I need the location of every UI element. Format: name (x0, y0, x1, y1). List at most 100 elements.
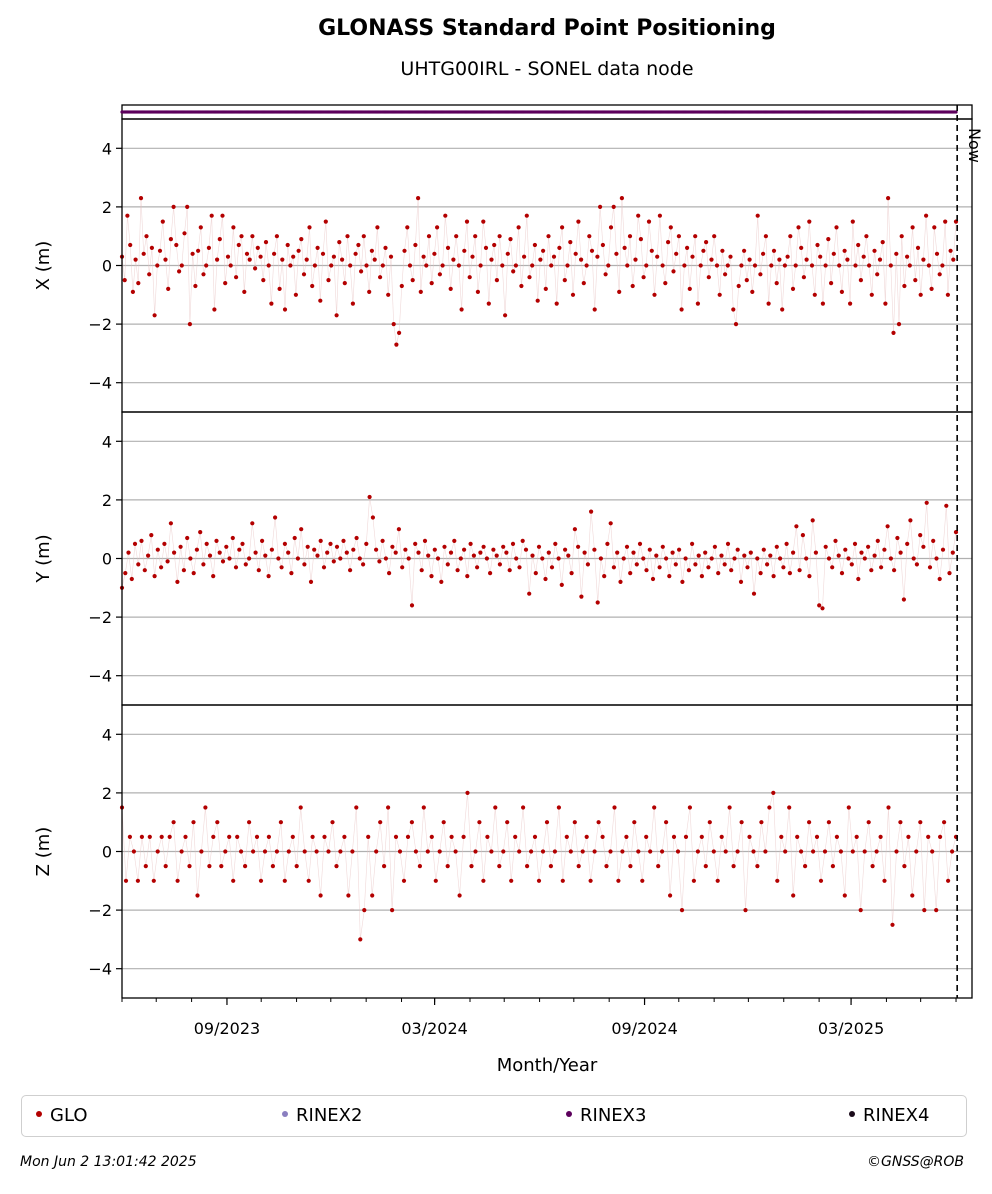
data-point (282, 541, 287, 547)
data-point (253, 550, 258, 555)
data-point (862, 849, 867, 854)
data-point (473, 234, 478, 239)
data-point (931, 538, 936, 544)
data-point (680, 579, 685, 585)
x-tick-label: 03/2024 (401, 1019, 467, 1038)
data-point (620, 849, 625, 854)
data-point (691, 878, 697, 883)
data-point (560, 225, 565, 230)
data-point (191, 571, 196, 576)
data-point (399, 283, 404, 289)
data-point (739, 263, 744, 268)
data-point (240, 541, 245, 547)
data-point (922, 908, 927, 913)
data-point (631, 550, 636, 555)
data-point (846, 805, 851, 810)
data-point (524, 213, 529, 218)
data-point (258, 254, 263, 259)
x-tick-label: 09/2023 (194, 1019, 260, 1038)
data-point (902, 283, 907, 289)
data-point (582, 550, 587, 555)
data-point (804, 556, 809, 561)
data-point (687, 286, 692, 291)
legend-label-rinex2: RINEX2 (296, 1105, 363, 1126)
data-point (759, 820, 764, 825)
data-point (706, 565, 711, 570)
data-point (846, 556, 851, 561)
data-point (235, 834, 240, 840)
data-point (209, 213, 214, 218)
data-point (290, 834, 295, 840)
data-point (509, 878, 514, 883)
data-point (477, 820, 482, 825)
data-point (581, 281, 586, 286)
data-point (203, 805, 208, 810)
data-point (262, 849, 268, 854)
data-point (530, 553, 535, 558)
data-point (457, 893, 462, 898)
y-axis-title: Y (m) (33, 534, 54, 583)
legend-dot-rinex3 (566, 1111, 572, 1117)
panel-frame (121, 704, 973, 999)
data-point (486, 301, 491, 306)
data-point (397, 849, 403, 854)
data-point (344, 550, 349, 555)
data-point (481, 878, 486, 883)
legend-item-rinex3: RINEX3 (566, 1096, 646, 1136)
data-point (348, 263, 353, 268)
data-point (458, 556, 463, 561)
data-point (393, 834, 399, 840)
data-point (315, 553, 320, 558)
data-point (461, 834, 466, 840)
data-point (826, 237, 831, 242)
data-point (338, 556, 343, 561)
data-point (233, 565, 239, 570)
data-point (190, 251, 195, 256)
data-point (326, 849, 331, 854)
data-point (323, 219, 328, 224)
data-point (842, 248, 847, 253)
data-point (207, 553, 213, 558)
data-point (478, 550, 483, 555)
data-point (858, 278, 864, 283)
data-point (146, 553, 151, 558)
data-point (768, 553, 773, 558)
data-point (671, 269, 676, 274)
data-point (416, 550, 421, 555)
data-point (774, 544, 779, 549)
data-point (402, 248, 407, 253)
data-point (570, 292, 576, 297)
data-point (494, 278, 499, 283)
data-point (157, 248, 163, 253)
data-point (735, 849, 740, 854)
data-point (481, 219, 486, 224)
data-point (668, 893, 673, 898)
data-point (272, 251, 277, 256)
data-point (637, 541, 643, 547)
data-point (758, 571, 763, 576)
data-point (136, 281, 141, 286)
data-point (136, 562, 141, 567)
data-point (484, 556, 489, 561)
data-point (334, 313, 339, 318)
data-point (686, 568, 692, 573)
data-point (657, 213, 663, 218)
data-point (215, 257, 220, 262)
data-point (503, 313, 508, 318)
y-tick-label: −2 (88, 315, 112, 334)
data-point (648, 849, 653, 854)
data-point (301, 272, 307, 277)
data-point (160, 219, 165, 224)
data-point (469, 864, 474, 869)
data-point (938, 834, 943, 840)
data-point (293, 292, 298, 297)
data-point (894, 251, 899, 256)
data-point (628, 571, 633, 576)
data-point (579, 594, 584, 599)
data-point (809, 263, 815, 268)
data-point (435, 556, 441, 561)
data-point (882, 547, 887, 552)
data-point (321, 565, 327, 570)
data-point (908, 518, 913, 523)
data-point (549, 565, 555, 570)
